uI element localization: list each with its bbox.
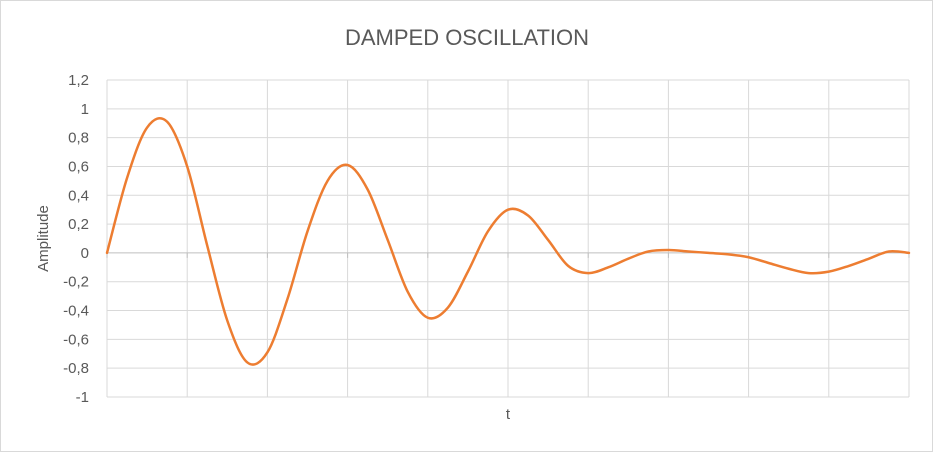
- chart-title: DAMPED OSCILLATION: [345, 25, 589, 50]
- x-axis-tick-marks: [106, 252, 910, 258]
- y-tick-label: -0,4: [63, 303, 89, 320]
- y-tick-label: 1,2: [68, 72, 89, 89]
- y-tick-label: 0,6: [68, 158, 89, 175]
- y-tick-label: -0,8: [63, 360, 89, 377]
- y-axis-tick-labels: 1,2 1 0,8 0,6 0,4 0,2 0 -0,2 -0,4 -0,6 -0,8 -1: [63, 72, 89, 406]
- x-axis-label: t: [506, 406, 511, 423]
- y-tick-label: -0,6: [63, 331, 89, 348]
- y-tick-label: -0,2: [63, 274, 89, 291]
- y-axis-label: Amplitude: [35, 205, 52, 272]
- y-tick-label: 0,2: [68, 216, 89, 233]
- y-tick-label: 0,8: [68, 130, 89, 147]
- y-tick-label: 0: [81, 245, 89, 262]
- vertical-gridlines: [106, 80, 910, 397]
- y-tick-label: -1: [76, 389, 89, 406]
- series-line: [105, 117, 911, 366]
- y-tick-label: 1: [81, 101, 89, 118]
- y-tick-label: 0,4: [68, 187, 89, 204]
